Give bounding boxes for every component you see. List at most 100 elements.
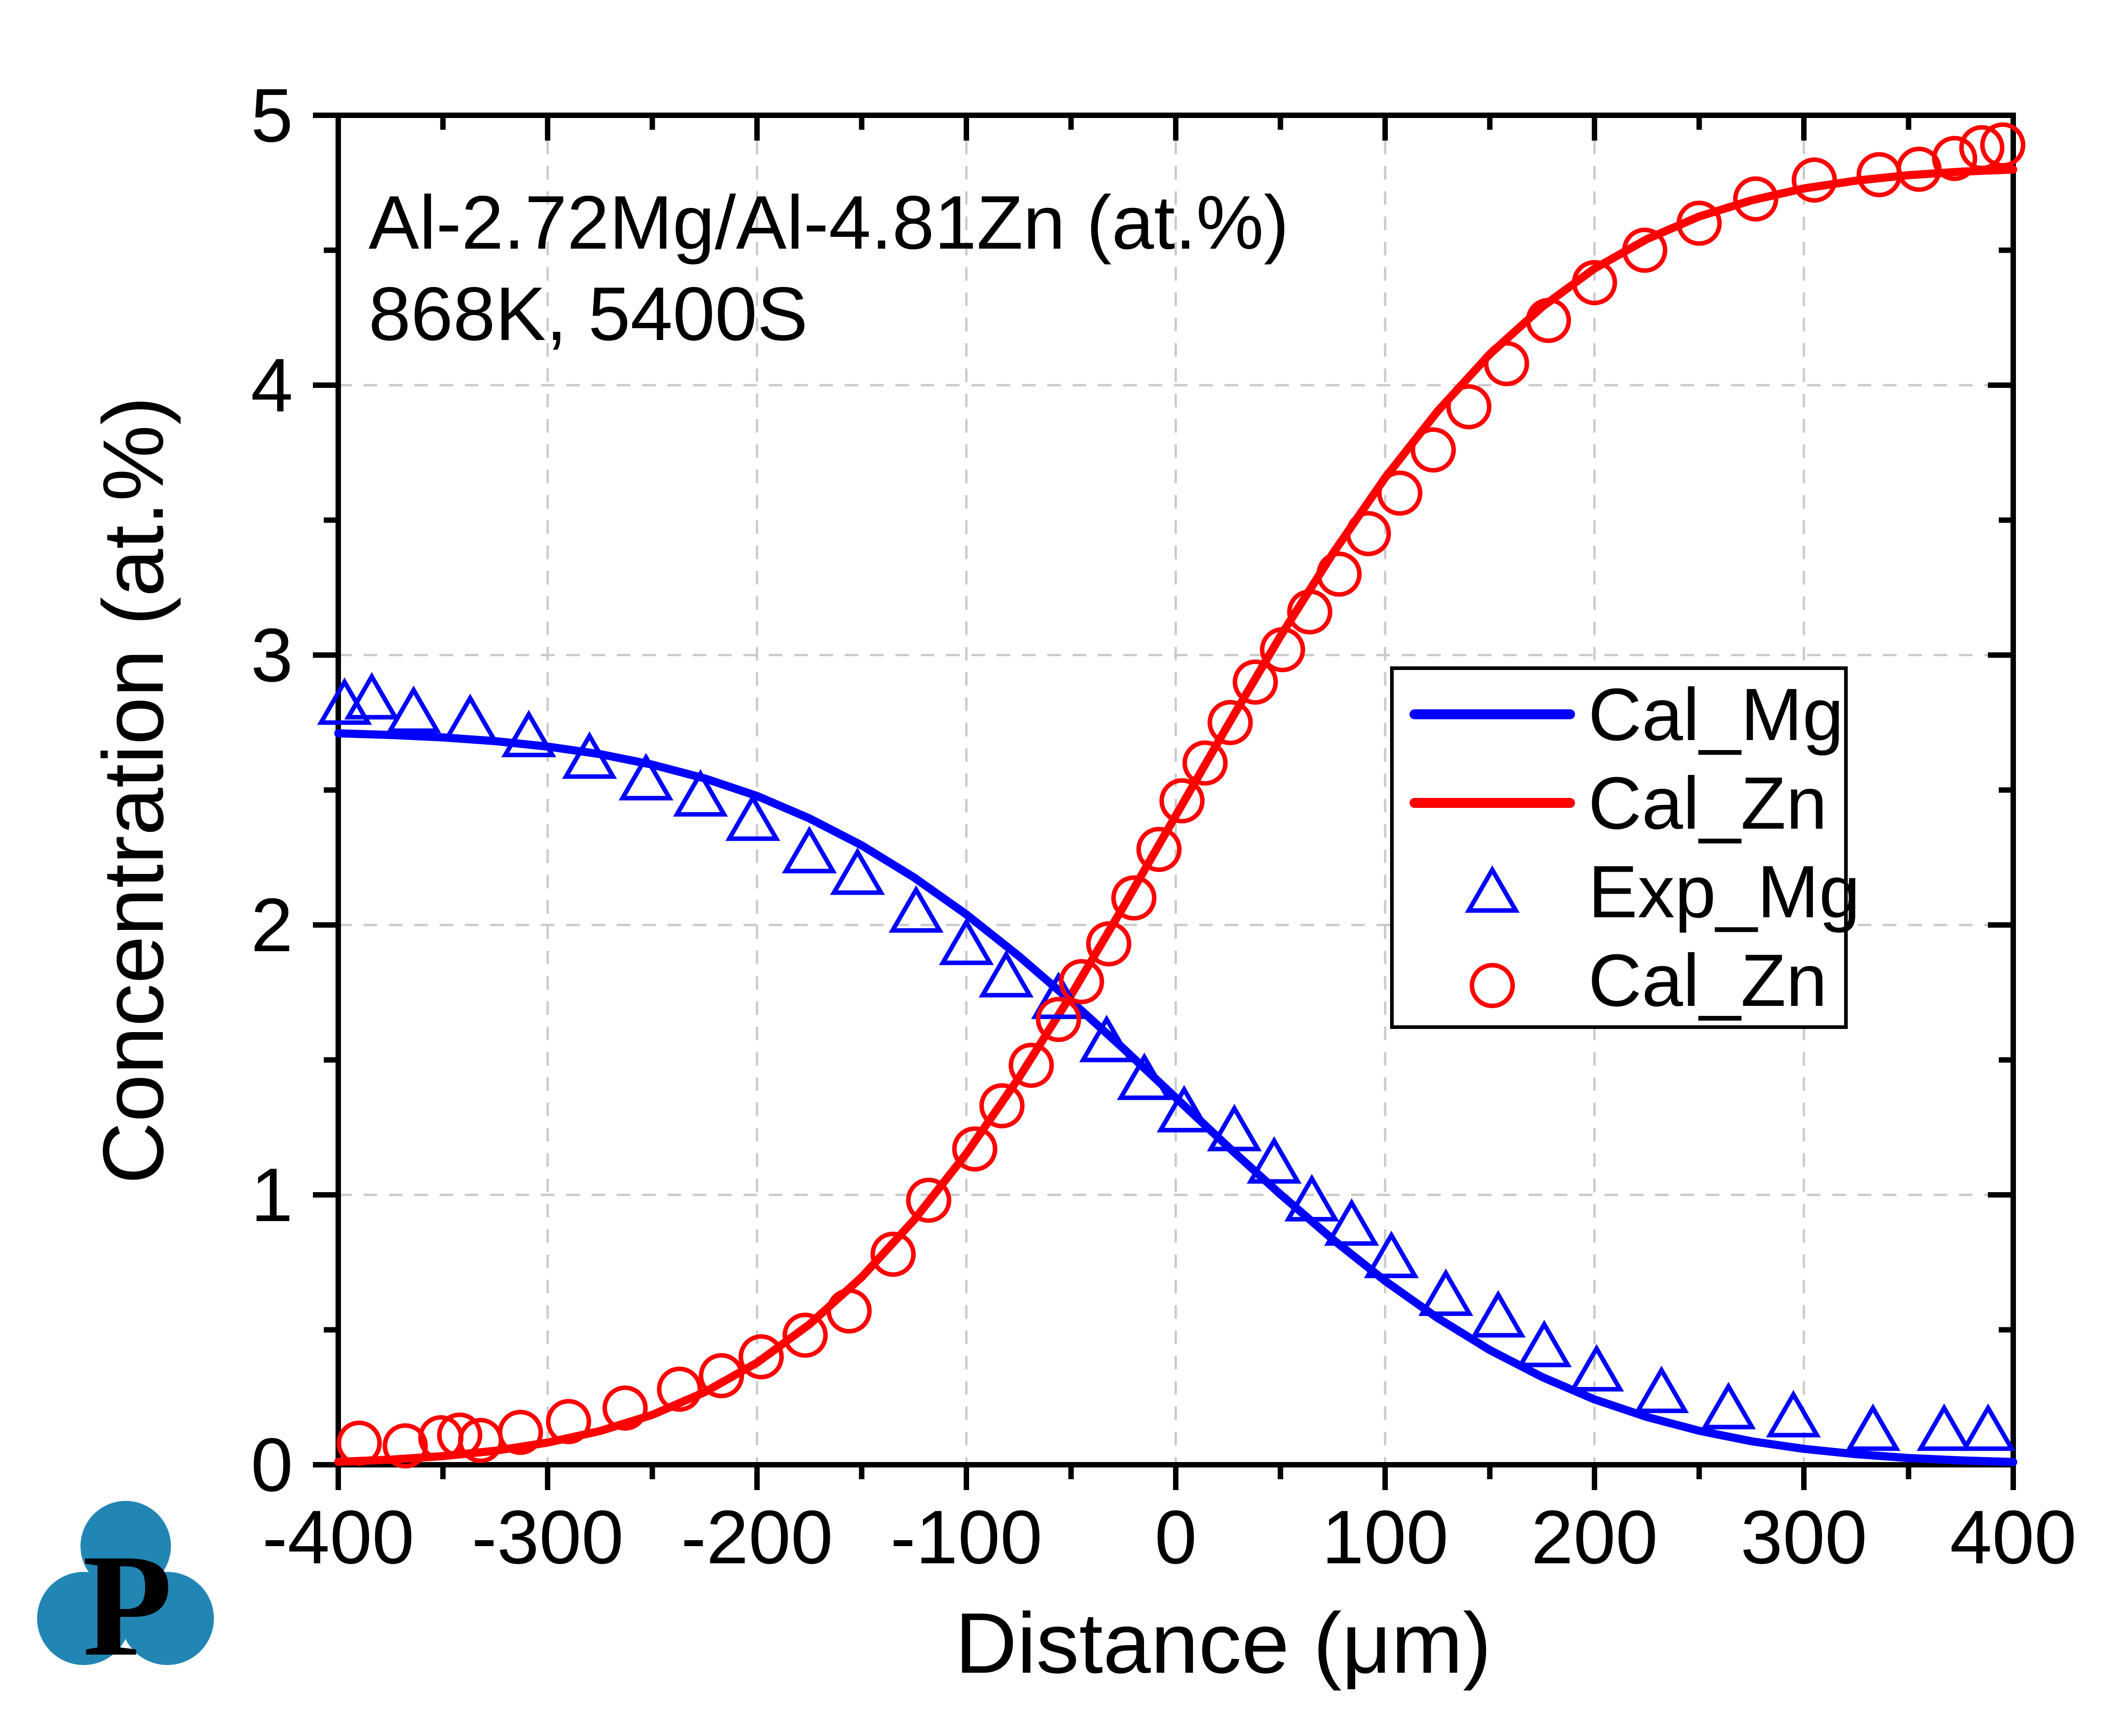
marker-circle	[437, 1412, 483, 1458]
marker-triangle	[782, 826, 837, 873]
legend-label-exp-mg-marker: Exp_Mg	[1588, 850, 1860, 933]
marker-circle	[1008, 1043, 1054, 1088]
marker-triangle	[1701, 1382, 1756, 1429]
x-tick-label: -100	[890, 1495, 1042, 1580]
marker-circle	[1980, 122, 2025, 168]
x-tick-label: -400	[262, 1495, 414, 1580]
marker-triangle	[344, 672, 399, 720]
marker-circle	[1287, 589, 1333, 635]
y-tick-label: 0	[251, 1422, 293, 1507]
marker-circle	[1932, 136, 1978, 181]
marker-triangle	[1418, 1268, 1473, 1316]
marker-circle	[699, 1353, 744, 1398]
marker-circle	[546, 1399, 591, 1444]
marker-circle	[1316, 551, 1362, 597]
marker-circle	[1207, 700, 1253, 745]
y-tick-labels: 0 1 2 3 4 5	[251, 73, 293, 1507]
marker-triangle	[443, 693, 498, 741]
y-tick-label: 5	[251, 73, 293, 158]
marker-circle	[1572, 260, 1617, 306]
marker-circle	[826, 1288, 872, 1334]
marker-circle	[1059, 959, 1104, 1005]
marker-circle	[1622, 227, 1668, 273]
marker-circle	[870, 1231, 916, 1277]
x-axis-title: Distance (μm)	[955, 1595, 1491, 1691]
marker-triangle	[1246, 1136, 1302, 1184]
marker-triangle	[562, 731, 617, 779]
legend-box	[1390, 666, 1848, 1029]
marker-circle	[1959, 125, 2005, 170]
marker-triangle	[1845, 1403, 1901, 1451]
marker-circle	[1484, 341, 1529, 387]
gridlines	[338, 115, 2013, 1465]
x-tick-label: 200	[1531, 1495, 1658, 1580]
y-axis-title: Concentration (at.%)	[85, 396, 181, 1184]
x-tick-label: 400	[1950, 1495, 2077, 1580]
marker-circle	[1526, 297, 1571, 343]
marker-circle	[1733, 176, 1779, 222]
legend-symbols	[1410, 709, 1575, 1008]
legend-label-cal-zn-line: Cal_Zn	[1588, 762, 1827, 844]
marker-circle	[1111, 875, 1157, 921]
marker-circle	[979, 1083, 1025, 1128]
x-tick-label: 0	[1154, 1495, 1197, 1580]
marker-triangle	[1156, 1085, 1212, 1132]
marker-triangle	[386, 685, 441, 733]
marker-circle	[1159, 778, 1205, 824]
marker-circle	[336, 1420, 382, 1466]
y-tick-label: 2	[251, 882, 293, 967]
marker-circle	[952, 1126, 998, 1172]
marker-triangle	[1364, 1231, 1419, 1278]
marker-circle	[1410, 427, 1456, 473]
logo-letter: P	[83, 1524, 173, 1687]
marker-circle	[906, 1177, 951, 1223]
marker-triangle	[1324, 1198, 1379, 1246]
logo-cloud-center	[84, 1546, 167, 1618]
x-tick-label: -200	[681, 1495, 833, 1580]
marker-triangle	[1766, 1390, 1821, 1438]
marker-triangle	[501, 710, 556, 758]
marker-circle	[1036, 996, 1081, 1042]
marker-circle	[383, 1423, 428, 1469]
x-tick-label: 100	[1322, 1495, 1448, 1580]
marker-circle	[1676, 200, 1722, 246]
series-line-cal_mg	[334, 729, 2017, 1466]
marker-circle	[497, 1410, 543, 1455]
marker-triangle	[1284, 1174, 1339, 1222]
marker-triangle	[1206, 1104, 1262, 1151]
marker-triangle	[1569, 1344, 1624, 1392]
marker-circle	[657, 1366, 702, 1412]
y-tick-label: 3	[251, 613, 293, 698]
marker-circle	[1345, 511, 1391, 557]
marker-triangle	[939, 917, 994, 965]
marker-triangle	[725, 793, 781, 841]
annotation-line-1: Al-2.72Mg/Al-4.81Zn (at.%)	[369, 180, 1289, 265]
marker-circle	[1377, 470, 1423, 516]
marker-triangle	[1079, 1014, 1134, 1062]
legend-label-exp-zn-marker: Cal_Zn	[1588, 939, 1827, 1022]
legend: Cal_Mg Cal_Zn Exp_Mg Cal_Zn	[1390, 666, 1860, 1029]
marker-triangle	[618, 753, 674, 801]
x-tick-label: -300	[472, 1495, 624, 1580]
y-tick-label: 4	[251, 343, 293, 428]
marker-triangle	[889, 885, 944, 933]
y-tick-label: 1	[251, 1152, 293, 1237]
annotation-line-2: 868K, 5400S	[369, 271, 808, 356]
marker-triangle	[830, 847, 885, 895]
pandat-logo: P	[37, 1501, 214, 1687]
series-markers	[317, 122, 2025, 1469]
marker-triangle	[979, 950, 1034, 998]
marker-circle	[1182, 740, 1228, 786]
marker-circle	[738, 1334, 784, 1380]
marker-triangle	[1471, 1290, 1526, 1338]
marker-triangle	[673, 769, 728, 817]
marker-circle	[1136, 826, 1182, 872]
marker-circle	[1792, 157, 1837, 203]
marker-circle	[1260, 627, 1306, 673]
marker-circle	[602, 1385, 648, 1431]
marker-circle	[1086, 921, 1131, 967]
marker-circle	[1446, 384, 1492, 429]
legend-triangle-sample	[1465, 865, 1520, 913]
